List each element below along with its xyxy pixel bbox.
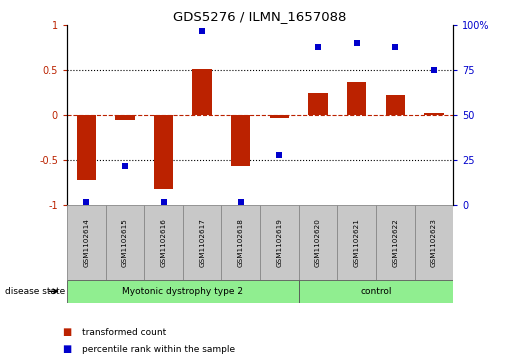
Text: GSM1102618: GSM1102618: [238, 218, 244, 267]
Text: GSM1102614: GSM1102614: [83, 218, 89, 267]
Text: GSM1102621: GSM1102621: [354, 218, 359, 267]
Bar: [415, 205, 453, 280]
Text: Myotonic dystrophy type 2: Myotonic dystrophy type 2: [123, 287, 243, 296]
Bar: [308, 93, 328, 115]
Text: GSM1102616: GSM1102616: [161, 218, 166, 267]
Bar: [260, 205, 299, 280]
Bar: [67, 280, 299, 303]
Title: GDS5276 / ILMN_1657088: GDS5276 / ILMN_1657088: [174, 10, 347, 23]
Text: GSM1102617: GSM1102617: [199, 218, 205, 267]
Text: ■: ■: [62, 344, 71, 354]
Point: [352, 40, 360, 46]
Text: control: control: [360, 287, 392, 296]
Point: [314, 44, 322, 50]
Bar: [231, 115, 250, 166]
Point: [121, 163, 129, 168]
Bar: [154, 115, 173, 189]
Text: GSM1102620: GSM1102620: [315, 218, 321, 267]
Bar: [270, 115, 289, 118]
Text: transformed count: transformed count: [82, 328, 167, 337]
Point: [391, 44, 400, 50]
Point: [236, 199, 245, 204]
Text: percentile rank within the sample: percentile rank within the sample: [82, 345, 235, 354]
Bar: [77, 115, 96, 180]
Bar: [67, 205, 106, 280]
Bar: [144, 205, 183, 280]
Bar: [193, 69, 212, 115]
Point: [82, 199, 91, 204]
Bar: [376, 205, 415, 280]
Bar: [106, 205, 144, 280]
Bar: [337, 205, 376, 280]
Bar: [299, 205, 337, 280]
Bar: [386, 95, 405, 115]
Text: disease state: disease state: [5, 287, 65, 296]
Text: GSM1102615: GSM1102615: [122, 218, 128, 267]
Text: ■: ■: [62, 327, 71, 337]
Bar: [347, 82, 366, 115]
Bar: [115, 115, 134, 120]
Bar: [183, 205, 221, 280]
Text: GSM1102623: GSM1102623: [431, 218, 437, 267]
Text: GSM1102619: GSM1102619: [277, 218, 282, 267]
Point: [275, 152, 283, 158]
Text: GSM1102622: GSM1102622: [392, 218, 398, 267]
Bar: [424, 114, 443, 115]
Point: [198, 28, 206, 34]
Point: [159, 199, 167, 204]
Bar: [299, 280, 453, 303]
Point: [430, 68, 438, 73]
Bar: [221, 205, 260, 280]
